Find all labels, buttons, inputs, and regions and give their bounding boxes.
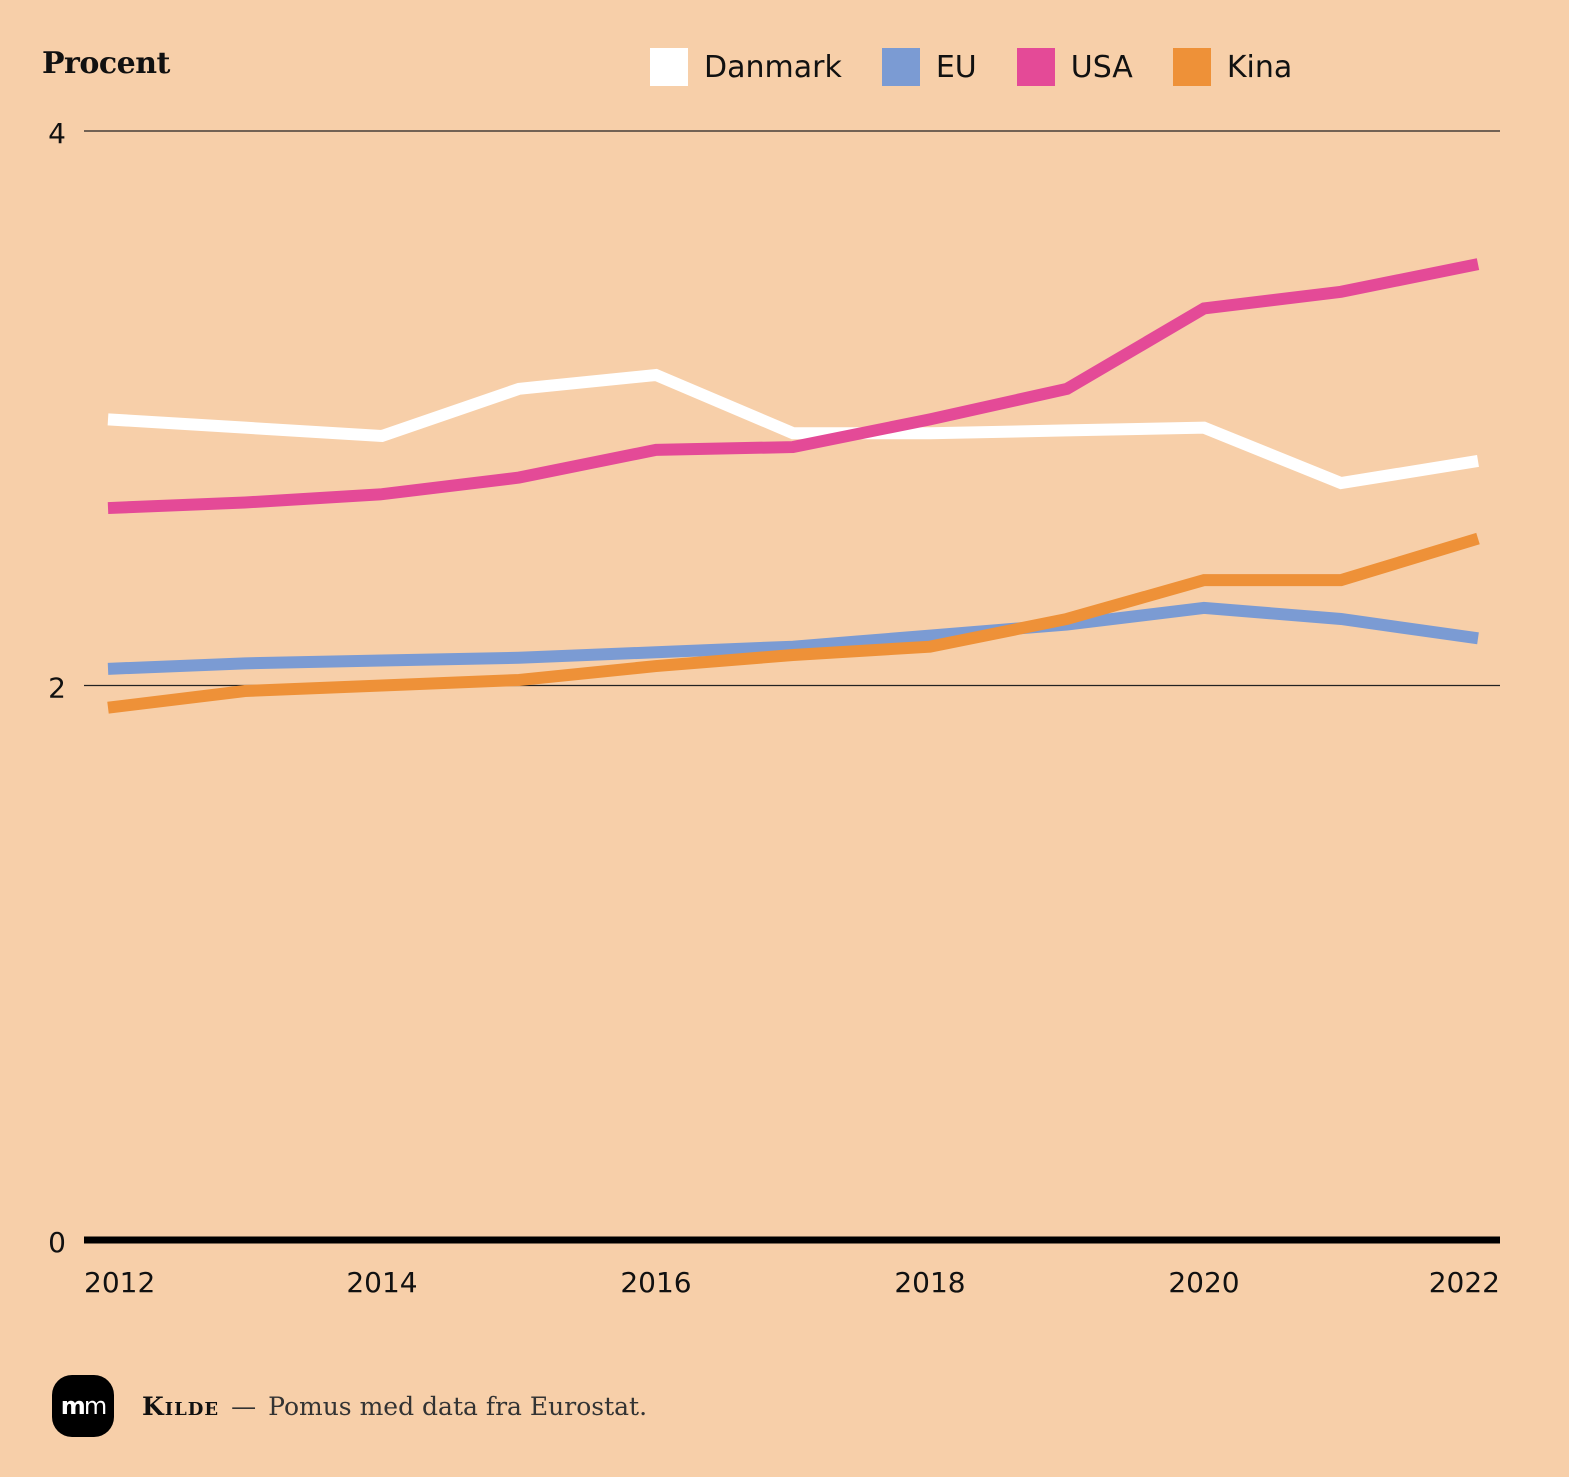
y-tick-label: 2 xyxy=(48,672,66,705)
x-tick-label: 2016 xyxy=(620,1266,691,1299)
series-line-danmark xyxy=(107,368,1479,490)
legend-item-eu: EU xyxy=(881,48,977,86)
legend: Danmark EU USA Kina xyxy=(650,48,1332,86)
legend-label: EU xyxy=(935,49,977,85)
source-label: Kilde xyxy=(142,1391,220,1421)
legend-swatch xyxy=(1172,48,1211,86)
x-tick-label: 2012 xyxy=(84,1266,155,1299)
x-tick-label: 2018 xyxy=(894,1266,965,1299)
legend-swatch xyxy=(1016,48,1055,86)
legend-item-usa: USA xyxy=(1016,48,1133,86)
source-dash: — xyxy=(231,1391,257,1421)
source-note: Kilde — Pomus med data fra Eurostat. xyxy=(142,1392,647,1421)
legend-item-danmark: Danmark xyxy=(650,48,842,86)
source-text: Pomus med data fra Eurostat. xyxy=(268,1391,648,1421)
legend-swatch xyxy=(881,48,920,86)
y-axis-label: Procent xyxy=(42,46,170,81)
logo-m-light: m xyxy=(83,1392,107,1420)
logo-m-bold: m xyxy=(60,1392,86,1420)
x-tick-label: 2022 xyxy=(1429,1266,1500,1299)
y-tick-label: 0 xyxy=(48,1226,66,1259)
legend-label: Danmark xyxy=(704,49,842,85)
legend-label: Kina xyxy=(1226,49,1293,85)
legend-swatch xyxy=(650,48,688,86)
series-line-usa xyxy=(107,258,1480,515)
x-tick-label: 2014 xyxy=(346,1266,417,1299)
legend-item-kina: Kina xyxy=(1172,48,1293,86)
series-line-eu xyxy=(107,601,1479,675)
legend-label: USA xyxy=(1070,49,1133,85)
series-line-kina xyxy=(107,532,1480,714)
y-tick-label: 4 xyxy=(48,117,66,150)
x-tick-label: 2020 xyxy=(1168,1266,1239,1299)
